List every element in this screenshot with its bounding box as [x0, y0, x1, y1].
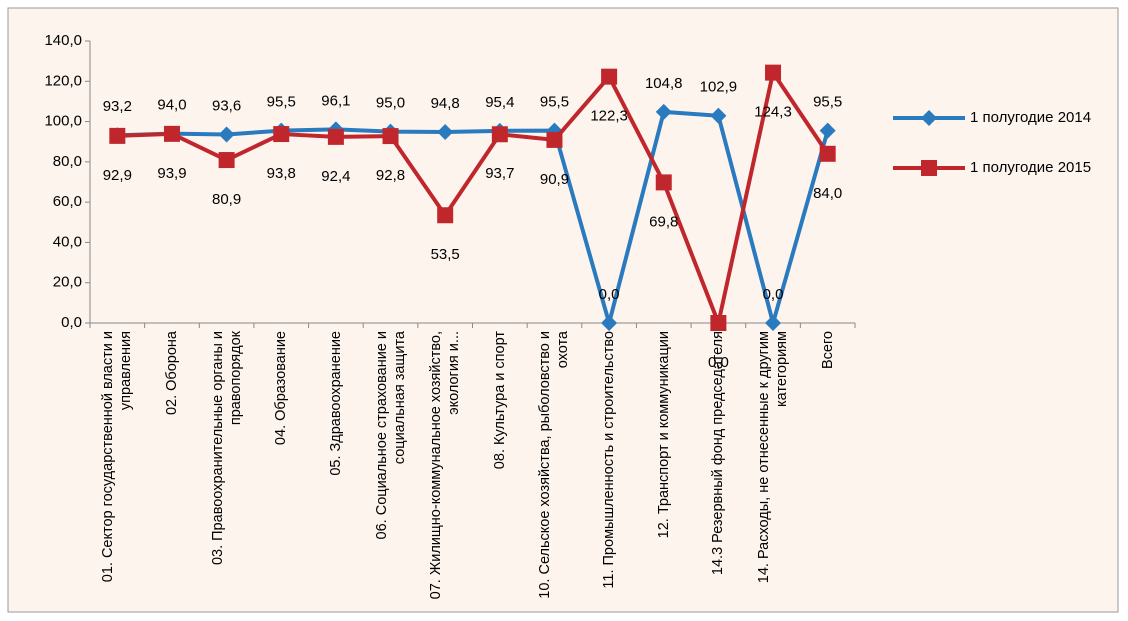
data-label: 102,9: [700, 79, 738, 96]
marker: [218, 152, 235, 169]
marker: [273, 126, 290, 143]
x-tick-label: 10. Сельское хозяйства, рыболовство и ох…: [537, 331, 572, 599]
legend-label: 1 полугодие 2015: [970, 159, 1091, 176]
marker: [819, 122, 836, 139]
data-label: 93,8: [267, 165, 296, 182]
data-label: 93,9: [157, 165, 186, 182]
marker: [109, 127, 126, 144]
marker: [437, 124, 454, 141]
marker: [546, 131, 563, 148]
data-label: 122,3: [590, 108, 628, 125]
x-tick-label: Всего: [819, 331, 836, 370]
marker: [655, 174, 672, 191]
data-label: 92,9: [103, 167, 132, 184]
data-label: 124,3: [754, 104, 792, 121]
series-line: [117, 70, 830, 325]
x-tick-label: 11. Промышленность и строительство: [601, 331, 618, 589]
data-label: 95,5: [267, 94, 296, 111]
data-label: 92,8: [376, 167, 405, 184]
data-label: 95,4: [485, 94, 514, 111]
data-label: 94,8: [431, 95, 460, 112]
data-label: 95,5: [540, 94, 569, 111]
data-label: 69,8: [649, 213, 678, 230]
marker: [437, 207, 454, 224]
marker: [491, 126, 508, 143]
data-label: 0,0: [708, 354, 729, 371]
marker: [163, 125, 180, 142]
data-label: 93,6: [212, 97, 241, 114]
x-tick-label: 12. Транспорт и коммуникации: [655, 331, 672, 539]
x-tick-label: 04. Образование: [273, 331, 290, 446]
data-label: 93,2: [103, 98, 132, 115]
marker: [218, 126, 235, 143]
data-label: 96,1: [321, 92, 350, 109]
legend-label: 1 полугодие 2014: [970, 109, 1091, 126]
marker: [601, 68, 618, 85]
x-tick-label: 03. Правоохранительные органы и правопор…: [209, 331, 244, 566]
y-tick-label: 60,0: [53, 193, 82, 210]
data-label: 95,5: [813, 94, 842, 111]
data-label: 53,5: [431, 246, 460, 263]
x-tick-label: 08. Культура и спорт: [491, 331, 508, 470]
series-line: [117, 109, 830, 325]
x-tick-label: 14.3 Резервный фонд председателя: [710, 331, 727, 576]
marker: [382, 128, 399, 145]
x-tick-label: 02. Оборона: [163, 331, 180, 416]
data-label: 104,8: [645, 75, 683, 92]
y-tick-label: 0,0: [61, 314, 82, 331]
y-tick-label: 100,0: [44, 113, 82, 130]
data-label: 92,4: [321, 168, 350, 185]
y-tick-label: 120,0: [44, 72, 82, 89]
marker: [710, 107, 727, 124]
marker: [710, 315, 727, 331]
marker: [765, 315, 782, 331]
y-tick-label: 80,0: [53, 153, 82, 170]
data-label: 93,7: [485, 165, 514, 182]
x-tick-label: 05. Здравоохранение: [327, 331, 344, 476]
data-label: 90,9: [540, 171, 569, 188]
marker: [765, 64, 782, 81]
x-tick-label: 06. Социальное страхование и социальная …: [373, 331, 408, 540]
y-tick-label: 140,0: [44, 32, 82, 49]
y-tick-label: 20,0: [53, 274, 82, 291]
x-tick-label: 14. Расходы, не отнесенные к другим кате…: [756, 331, 791, 584]
data-label: 0,0: [599, 286, 620, 303]
x-tick-label: 07. Жилищно-коммунальное хозяйство, экол…: [428, 331, 463, 600]
marker: [819, 145, 836, 162]
data-label: 94,0: [157, 97, 186, 114]
chart-border: [7, 7, 1119, 613]
data-label: 80,9: [212, 191, 241, 208]
data-label: 84,0: [813, 185, 842, 202]
data-label: 0,0: [763, 286, 784, 303]
y-tick-label: 40,0: [53, 233, 82, 250]
marker: [601, 315, 618, 331]
data-label: 95,0: [376, 95, 405, 112]
marker: [327, 128, 344, 145]
marker: [921, 160, 937, 176]
x-tick-label: 01. Сектор государственной власти и упра…: [100, 331, 135, 583]
marker: [921, 110, 937, 126]
marker: [655, 103, 672, 120]
